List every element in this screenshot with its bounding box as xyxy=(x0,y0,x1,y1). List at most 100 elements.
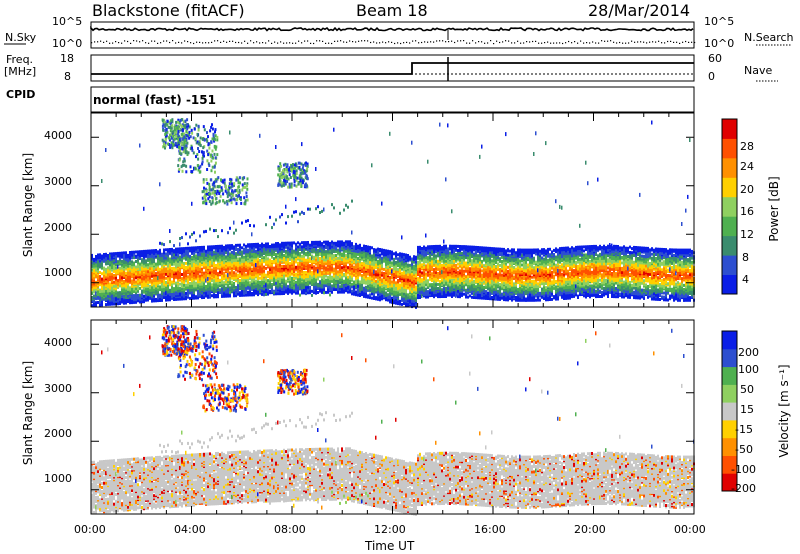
power-cell xyxy=(107,266,109,270)
power-cell xyxy=(347,266,349,270)
power-cell xyxy=(125,271,127,275)
noise-search-dot xyxy=(664,42,666,44)
power-cell xyxy=(103,285,105,289)
noise-search-dot xyxy=(115,41,117,43)
power-cell xyxy=(407,273,409,276)
noise-search-dot xyxy=(421,41,423,44)
power-cell xyxy=(277,265,279,269)
noise-search-dot xyxy=(433,41,435,43)
power-cell xyxy=(241,262,243,266)
power-cell xyxy=(187,249,189,253)
power-cell xyxy=(383,267,385,271)
power-cell xyxy=(397,293,399,297)
power-cell xyxy=(301,254,303,258)
power-cell xyxy=(363,263,365,267)
noise-search-dot xyxy=(691,41,693,43)
power-cell xyxy=(381,267,383,271)
power-cell xyxy=(207,284,209,288)
power-cell xyxy=(251,292,253,295)
power-cell xyxy=(111,266,113,269)
power-cell xyxy=(311,256,313,261)
power-cell xyxy=(355,255,357,259)
power-cell xyxy=(123,259,125,263)
noise-search-dot xyxy=(661,42,663,44)
power-cell xyxy=(379,264,381,268)
power-cell xyxy=(311,249,313,253)
power-cell xyxy=(317,291,319,294)
power-cell xyxy=(189,235,191,239)
power-cell xyxy=(239,287,241,291)
power-cell xyxy=(253,289,255,293)
noise-search-dot xyxy=(403,42,405,44)
power-cell xyxy=(345,249,347,253)
power-cell xyxy=(393,297,395,301)
noise-search-dot xyxy=(523,42,525,44)
power-cell xyxy=(295,280,297,284)
power-cell xyxy=(293,270,295,273)
power-cell xyxy=(417,283,419,287)
power-cell xyxy=(103,258,105,262)
power-cell xyxy=(307,264,309,268)
power-cell xyxy=(287,244,289,248)
power-cell xyxy=(335,281,337,285)
power-cell xyxy=(319,269,321,273)
power-cell xyxy=(149,260,151,264)
power-cell xyxy=(407,278,409,282)
power-cell xyxy=(123,280,125,283)
power-cell xyxy=(237,279,239,283)
power-cell xyxy=(407,256,409,260)
power-cell xyxy=(357,275,359,279)
power-cell xyxy=(311,289,313,293)
power-cell xyxy=(139,143,141,148)
power-cell xyxy=(199,256,201,260)
power-cell xyxy=(327,254,329,258)
power-cell xyxy=(155,292,157,296)
power-cell xyxy=(125,296,127,300)
power-cell xyxy=(263,290,265,294)
cpid-frame xyxy=(90,86,695,113)
power-cell xyxy=(361,253,363,257)
noise-search-dot xyxy=(451,40,453,42)
power-cell xyxy=(313,285,315,289)
noise-search-dot xyxy=(220,41,222,43)
power-cell xyxy=(161,252,163,256)
power-cell xyxy=(329,293,331,297)
power-cell xyxy=(303,212,305,215)
power-cell xyxy=(291,289,293,292)
power-cell xyxy=(381,294,383,298)
power-cell xyxy=(143,275,145,279)
noise-search-dot xyxy=(454,41,456,44)
power-cell xyxy=(219,258,221,262)
power-cell xyxy=(381,201,383,206)
power-cell xyxy=(171,295,173,299)
power-cell xyxy=(297,256,299,260)
power-cell xyxy=(141,266,143,270)
power-cell xyxy=(211,272,213,276)
power-cell xyxy=(407,296,409,300)
power-cell xyxy=(371,273,373,277)
noise-search-dot xyxy=(502,41,504,43)
power-cell xyxy=(401,298,403,302)
power-cell xyxy=(105,273,107,277)
power-cell xyxy=(407,282,409,286)
noise-search-dot xyxy=(637,41,639,43)
power-cell xyxy=(137,293,139,297)
power-cell xyxy=(203,266,205,270)
power-cell xyxy=(219,244,221,248)
power-cell xyxy=(343,253,345,257)
power-cell xyxy=(205,272,207,276)
power-cell xyxy=(229,130,231,135)
power-cell xyxy=(179,286,181,290)
power-cell xyxy=(313,288,315,292)
power-cell xyxy=(325,278,327,282)
power-cell xyxy=(401,283,403,287)
power-cell xyxy=(91,285,93,289)
power-cell xyxy=(261,273,263,277)
power-cell xyxy=(295,283,297,287)
power-cell xyxy=(259,290,261,294)
noise-search-dot xyxy=(379,42,381,44)
power-cell xyxy=(329,260,331,264)
power-cell xyxy=(291,276,293,280)
power-cell xyxy=(259,259,261,262)
noise-search-dot xyxy=(667,40,669,43)
